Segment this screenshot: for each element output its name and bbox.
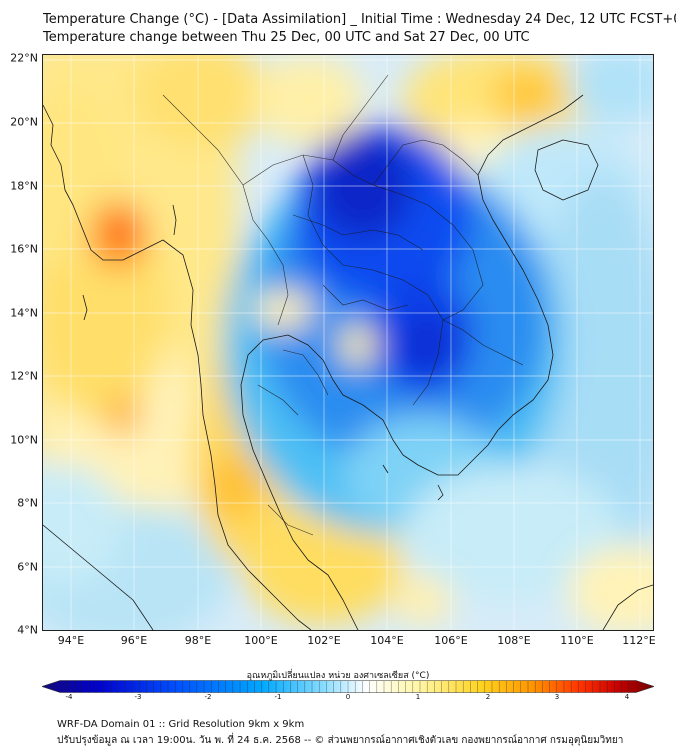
colorbar-tick: 0	[345, 693, 351, 701]
colorbar-tick: -1	[274, 693, 282, 701]
colorbar-tick: -2	[204, 693, 212, 701]
lat-label-8n: 8°N	[17, 496, 38, 510]
lat-label-16n: 16°N	[10, 242, 38, 256]
lat-label-4n: 4°N	[17, 623, 38, 637]
colorbar-tick: -4	[65, 693, 73, 701]
lon-label-100e: 100°E	[244, 634, 278, 647]
colorbar	[42, 680, 654, 693]
temperature-change-map	[42, 54, 654, 631]
colorbar-tick: 4	[624, 693, 630, 701]
lat-label-14n: 14°N	[10, 306, 38, 320]
colorbar-tick: -3	[134, 693, 142, 701]
lat-label-6n: 6°N	[17, 560, 38, 574]
lon-label-94e: 94°E	[57, 634, 85, 647]
lon-label-106e: 106°E	[434, 634, 468, 647]
colorbar-tick: 2	[485, 693, 491, 701]
colorbar-tick: 1	[415, 693, 421, 701]
lat-label-18n: 18°N	[10, 179, 38, 193]
map-title: Temperature Change (°C) - [Data Assimila…	[43, 12, 676, 27]
lon-label-112e: 112°E	[622, 634, 656, 647]
lat-label-10n: 10°N	[10, 433, 38, 447]
temperature-field	[43, 55, 653, 630]
lat-label-20n: 20°N	[10, 115, 38, 129]
lat-label-22n: 22°N	[10, 51, 38, 65]
lon-label-104e: 104°E	[370, 634, 404, 647]
lon-label-108e: 108°E	[497, 634, 531, 647]
lon-label-110e: 110°E	[560, 634, 594, 647]
colorbar-tick: 3	[554, 693, 560, 701]
coastlines	[43, 94, 653, 630]
footer-credit: ปรับปรุงข้อมูล ณ เวลา 19:00น. วัน พ. ที่…	[57, 735, 624, 746]
lon-label-102e: 102°E	[307, 634, 341, 647]
borders	[162, 74, 524, 536]
map-subtitle: Temperature change between Thu 25 Dec, 0…	[43, 30, 530, 45]
lon-label-96e: 96°E	[120, 634, 148, 647]
lat-label-12n: 12°N	[10, 369, 38, 383]
lon-label-98e: 98°E	[184, 634, 212, 647]
footer-domain-info: WRF-DA Domain 01 :: Grid Resolution 9km …	[57, 719, 305, 730]
colorbar-title: อุณหภูมิเปลี่ยนแปลง หน่วย องศาเซลเซียส (…	[246, 671, 430, 681]
